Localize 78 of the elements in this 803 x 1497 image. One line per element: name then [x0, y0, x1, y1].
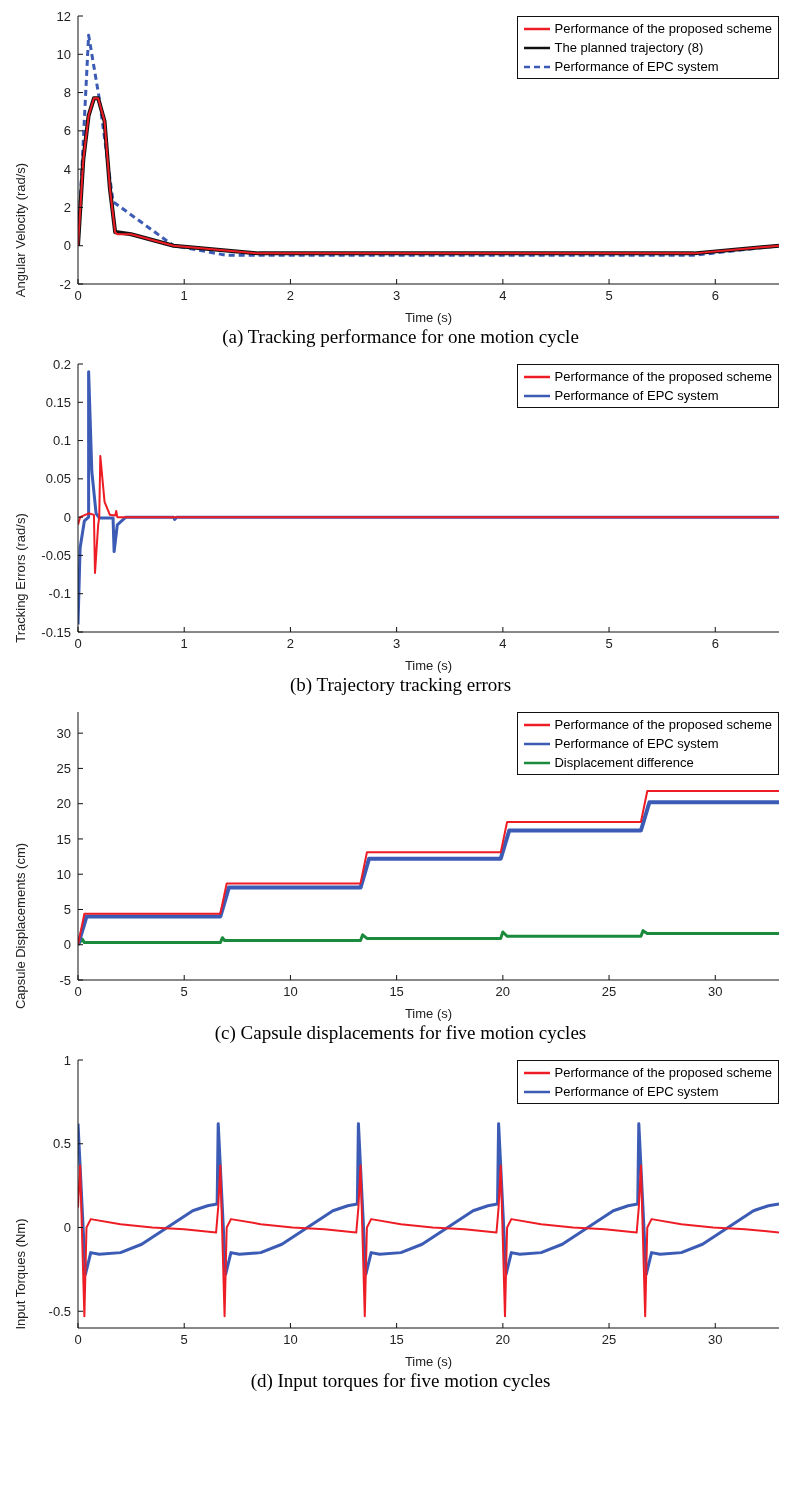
y-tick-label: 15 [56, 831, 71, 847]
y-axis-title: Capsule Displacements (cm) [12, 842, 28, 1010]
x-tick-label: 30 [708, 984, 723, 1000]
y-tick-label: 0 [63, 509, 71, 525]
y-tick-label: 2 [63, 200, 71, 216]
text: (d) Input torques for five motion cycles [249, 1370, 552, 1392]
legend-label: The planned trajectory (8) [554, 39, 704, 57]
x-axis-title: Time (s) [404, 310, 453, 325]
x-tick-label: 2 [286, 636, 295, 652]
x-tick-label: 6 [711, 636, 719, 652]
y-tick-label: 0.1 [52, 433, 71, 449]
text: (c) Capsule displacements for five motion cycles [213, 1022, 588, 1044]
legend-label: Performance of the proposed scheme [554, 368, 772, 386]
x-tick-label: 5 [180, 984, 188, 1000]
legend-label: Performance of EPC system [554, 1083, 719, 1101]
legend-label: Performance of EPC system [554, 735, 719, 753]
y-tick-label: -0.5 [48, 1303, 71, 1319]
x-tick-label: 20 [495, 1332, 511, 1348]
legend-label: Performance of the proposed scheme [554, 1064, 772, 1082]
x-tick-label: 1 [180, 636, 188, 652]
x-tick-label: 0 [74, 288, 82, 304]
y-tick-label: 25 [56, 761, 71, 777]
y-tick-label: 5 [63, 902, 71, 918]
y-tick-label: 30 [56, 725, 71, 741]
y-tick-label: 12 [56, 8, 71, 24]
y-tick-label: 4 [63, 161, 71, 177]
x-tick-label: 15 [389, 984, 404, 1000]
y-tick-label: 20 [56, 796, 71, 812]
y-tick-label: -2 [59, 276, 71, 292]
y-axis-title: Tracking Errors (rad/s) [12, 513, 28, 643]
y-tick-label: 0.2 [52, 356, 71, 372]
y-tick-label: 10 [56, 866, 71, 882]
x-tick-label: 5 [180, 1332, 188, 1348]
legend-label: Performance of the proposed scheme [554, 20, 772, 38]
x-tick-label: 10 [283, 1332, 298, 1348]
y-axis-title: Input Torques (Nm) [12, 1218, 28, 1330]
x-tick-label: 4 [499, 288, 507, 304]
y-tick-label: 0 [63, 238, 71, 254]
x-axis-title: Time (s) [404, 1354, 453, 1369]
y-tick-label: -0.05 [41, 548, 71, 564]
y-tick-label: 0 [63, 1220, 71, 1236]
x-tick-label: 0 [74, 636, 82, 652]
x-tick-label: 30 [708, 1332, 723, 1348]
x-tick-label: 5 [605, 636, 613, 652]
x-axis-title: Time (s) [404, 1006, 453, 1021]
legend-label: Performance of EPC system [554, 58, 719, 76]
text: (a) Tracking performance for one motion cycle [221, 326, 580, 348]
y-tick-label: -0.15 [41, 624, 71, 640]
y-tick-label: 8 [63, 85, 71, 101]
y-tick-label: 6 [63, 123, 71, 139]
x-tick-label: 15 [389, 1332, 404, 1348]
y-tick-label: 0.15 [45, 394, 71, 410]
y-tick-label: -5 [59, 972, 71, 988]
text: (b) Trajectory tracking errors [288, 674, 513, 696]
y-tick-label: 1 [63, 1052, 71, 1068]
legend-label: Performance of EPC system [554, 387, 719, 405]
x-tick-label: 2 [286, 288, 295, 304]
x-axis-title: Time (s) [404, 658, 453, 673]
x-tick-label: 4 [499, 636, 507, 652]
y-axis-title: Angular Velocity (rad/s) [12, 162, 28, 298]
x-tick-label: 20 [495, 984, 511, 1000]
y-tick-label: 10 [56, 46, 71, 62]
y-tick-label: 0.5 [52, 1136, 71, 1152]
x-tick-label: 1 [180, 288, 188, 304]
y-tick-label: -0.1 [48, 586, 71, 602]
x-tick-label: 5 [605, 288, 613, 304]
x-tick-label: 25 [601, 984, 617, 1000]
legend-label: Displacement difference [554, 754, 694, 772]
x-tick-label: 0 [74, 1332, 82, 1348]
x-tick-label: 0 [74, 984, 82, 1000]
y-tick-label: 0.05 [45, 471, 71, 487]
legend-label: Performance of the proposed scheme [554, 716, 772, 734]
x-tick-label: 3 [393, 636, 401, 652]
x-tick-label: 10 [283, 984, 298, 1000]
x-tick-label: 6 [711, 288, 719, 304]
x-tick-label: 25 [601, 1332, 617, 1348]
x-tick-label: 3 [393, 288, 401, 304]
y-tick-label: 0 [63, 937, 71, 953]
